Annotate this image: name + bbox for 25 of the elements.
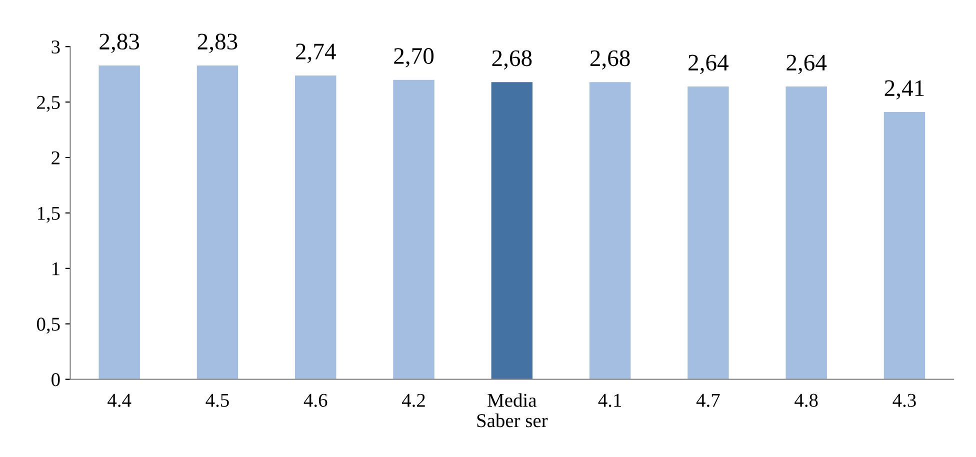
y-tick-label: 1 xyxy=(52,262,60,276)
x-tick-label: 4.7 xyxy=(696,394,720,407)
x-tick-label: 4.4 xyxy=(108,394,132,407)
data-label: 2,64 xyxy=(688,54,728,74)
y-tick-label: 1,5 xyxy=(38,206,60,223)
y-tick-label: 2 xyxy=(52,151,60,164)
data-label: 2,74 xyxy=(296,44,336,63)
data-label: 2,68 xyxy=(590,50,630,70)
x-tick-label: 4.2 xyxy=(402,394,425,407)
y-tick-label: 2,5 xyxy=(37,96,60,112)
data-label: 2,64 xyxy=(786,54,827,74)
data-label: 2,83 xyxy=(198,34,238,53)
y-tick-label: 3 xyxy=(52,40,60,54)
y-tick-label: 0,5 xyxy=(36,318,60,334)
x-tick-label: 4.8 xyxy=(794,394,818,407)
data-label: 2,68 xyxy=(492,50,532,70)
data-label: 2,83 xyxy=(100,34,140,53)
x-tick-label: 4.1 xyxy=(598,394,622,407)
y-tick-label: 0 xyxy=(52,373,60,386)
x-tick-label: 4.5 xyxy=(206,394,229,407)
data-label: 2,41 xyxy=(884,80,924,100)
x-tick-label: Media Saber ser xyxy=(477,393,548,428)
x-tick-label: 4.3 xyxy=(892,394,916,407)
data-label: 2,70 xyxy=(394,48,434,68)
x-tick-label: 4.6 xyxy=(304,394,328,407)
